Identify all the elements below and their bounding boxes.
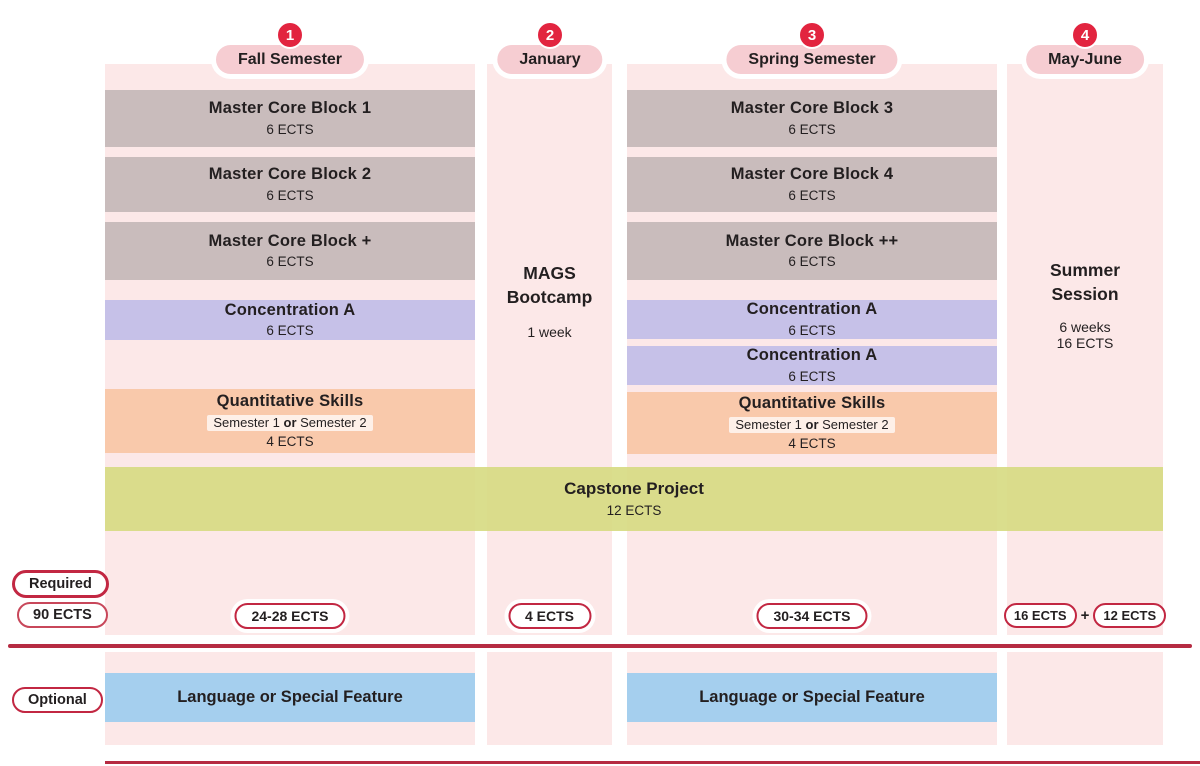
- semester-choice: Semester 1 or Semester 2: [207, 415, 373, 431]
- step-3-badge: 3: [798, 21, 826, 49]
- block-duration: 6 weeks 16 ECTS: [1056, 319, 1114, 352]
- spring-semester-header: Spring Semester: [726, 45, 898, 74]
- summer-ects-pill: 16 ECTS: [1003, 603, 1077, 628]
- spring-total-ects-pill: 30-34 ECTS: [756, 603, 868, 629]
- block-title: Concentration A: [746, 300, 878, 318]
- block-ects: 6 ECTS: [788, 121, 836, 137]
- master-core-block-2: Master Core Block 2 6 ECTS: [105, 157, 475, 212]
- january-header: January: [497, 45, 603, 74]
- concentration-a-block-1: Concentration A 6 ECTS: [627, 300, 997, 339]
- spring-optional-column: Language or Special Feature: [627, 652, 997, 745]
- block-duration: 1 week: [527, 324, 572, 341]
- block-ects: 6 ECTS: [266, 121, 314, 137]
- required-label-pill: Required: [12, 570, 109, 598]
- summer-session-block: Summer Session 6 weeks 16 ECTS: [1007, 259, 1163, 351]
- block-title: Concentration A: [224, 300, 356, 319]
- language-special-feature-block: Language or Special Feature: [627, 673, 997, 722]
- capstone-project-band: Capstone Project 12 ECTS: [105, 467, 1163, 531]
- master-core-block-1: Master Core Block 1 6 ECTS: [105, 90, 475, 147]
- capstone-ects-pill: 12 ECTS: [1093, 603, 1167, 628]
- fall-semester-column: Master Core Block 1 6 ECTS Master Core B…: [105, 64, 475, 635]
- block-ects: 12 ECTS: [606, 502, 662, 518]
- language-special-feature-block: Language or Special Feature: [105, 673, 475, 722]
- bottom-divider: [105, 761, 1200, 764]
- block-ects: 6 ECTS: [266, 254, 314, 270]
- block-ects: 4 ECTS: [266, 433, 314, 449]
- fall-total-ects-pill: 24-28 ECTS: [234, 603, 346, 629]
- block-ects: 6 ECTS: [788, 368, 836, 384]
- block-title: Summer Session: [1049, 260, 1121, 304]
- block-ects: 4 ECTS: [788, 435, 836, 451]
- may-june-optional-column: [1007, 652, 1163, 745]
- block-ects: 6 ECTS: [266, 323, 314, 339]
- block-title: Master Core Block +: [208, 231, 372, 250]
- block-ects: 6 ECTS: [788, 254, 836, 270]
- january-optional-column: [487, 652, 612, 745]
- quantitative-skills-block: Quantitative Skills Semester 1 or Semest…: [105, 389, 475, 453]
- block-title: Master Core Block 2: [208, 165, 372, 183]
- plus-sign: +: [1080, 607, 1090, 624]
- semester-choice: Semester 1 or Semester 2: [729, 417, 895, 433]
- block-ects: 6 ECTS: [788, 322, 836, 338]
- january-column: MAGS Bootcamp 1 week 4 ECTS: [487, 64, 612, 635]
- block-title: Capstone Project: [564, 479, 704, 499]
- block-ects: 6 ECTS: [788, 187, 836, 203]
- block-title: Master Core Block 1: [208, 99, 372, 117]
- spring-semester-column: Master Core Block 3 6 ECTS Master Core B…: [627, 64, 997, 635]
- block-title: MAGS Bootcamp: [506, 263, 593, 307]
- quantitative-skills-block: Quantitative Skills Semester 1 or Semest…: [627, 392, 997, 454]
- concentration-a-block-2: Concentration A 6 ECTS: [627, 346, 997, 385]
- concentration-a-block: Concentration A 6 ECTS: [105, 300, 475, 340]
- block-title: Concentration A: [746, 346, 878, 364]
- block-title: Quantitative Skills: [216, 392, 364, 411]
- fall-optional-column: Language or Special Feature: [105, 652, 475, 745]
- step-2-badge: 2: [536, 21, 564, 49]
- step-1-badge: 1: [276, 21, 304, 49]
- block-title: Quantitative Skills: [738, 394, 886, 413]
- optional-label-pill: Optional: [12, 687, 103, 713]
- required-optional-divider: [8, 644, 1192, 648]
- january-total-ects-pill: 4 ECTS: [507, 603, 592, 629]
- block-title: Master Core Block 3: [730, 99, 894, 117]
- may-june-header: May-June: [1026, 45, 1144, 74]
- master-core-block-3: Master Core Block 3 6 ECTS: [627, 90, 997, 147]
- fall-semester-header: Fall Semester: [215, 45, 365, 74]
- block-title: Master Core Block ++: [725, 231, 899, 250]
- block-ects: 6 ECTS: [266, 187, 314, 203]
- may-june-column: Summer Session 6 weeks 16 ECTS 16 ECTS +…: [1003, 64, 1167, 635]
- step-4-badge: 4: [1071, 21, 1099, 49]
- master-core-block-4: Master Core Block 4 6 ECTS: [627, 157, 997, 212]
- may-june-total-ects: 16 ECTS + 12 ECTS: [1003, 603, 1167, 628]
- block-title: Master Core Block 4: [730, 165, 894, 183]
- required-total-ects-pill: 90 ECTS: [17, 602, 108, 628]
- master-core-block-plus: Master Core Block + 6 ECTS: [105, 222, 475, 280]
- master-core-block-plus-plus: Master Core Block ++ 6 ECTS: [627, 222, 997, 280]
- mags-bootcamp-block: MAGS Bootcamp 1 week: [487, 262, 612, 342]
